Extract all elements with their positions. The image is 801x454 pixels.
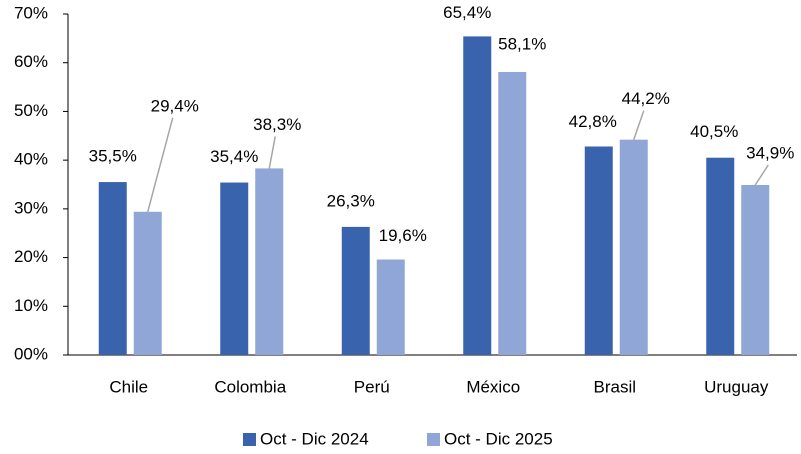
leader-line <box>268 136 276 169</box>
y-tick-label: 40% <box>14 150 48 169</box>
legend-swatch <box>243 433 256 446</box>
bar <box>220 182 249 355</box>
bar <box>133 211 162 355</box>
bar <box>98 182 127 355</box>
data-label: 38,3% <box>253 115 301 134</box>
data-label: 26,3% <box>327 191 375 210</box>
bar <box>376 259 405 355</box>
x-tick-label: Perú <box>354 377 390 396</box>
data-label: 65,4% <box>443 3 491 22</box>
data-label: 35,4% <box>210 147 258 166</box>
x-tick-label: Chile <box>109 377 148 396</box>
legend-label: Oct - Dic 2025 <box>444 429 553 448</box>
x-tick-label: Uruguay <box>704 377 769 396</box>
y-tick-label: 00% <box>14 344 48 363</box>
y-tick-label: 50% <box>14 101 48 120</box>
data-label: 34,9% <box>746 143 794 162</box>
x-tick-label: México <box>466 377 520 396</box>
y-tick-label: 10% <box>14 296 48 315</box>
legend-swatch <box>427 433 440 446</box>
bar <box>619 139 648 355</box>
bar <box>741 184 770 355</box>
data-label: 44,2% <box>622 89 670 108</box>
bar <box>341 226 370 355</box>
data-label: 29,4% <box>151 96 199 115</box>
data-label: 35,5% <box>89 147 137 166</box>
x-tick-label: Colombia <box>214 377 286 396</box>
y-tick-label: 20% <box>14 247 48 266</box>
data-label: 42,8% <box>569 112 617 131</box>
data-label: 19,6% <box>379 226 427 245</box>
bar <box>463 36 492 356</box>
data-label: 58,1% <box>498 34 546 53</box>
legend-label: Oct - Dic 2024 <box>260 429 369 448</box>
leader-line <box>147 117 174 212</box>
y-tick-label: 30% <box>14 198 48 217</box>
bar <box>584 146 613 355</box>
y-tick-label: 70% <box>14 3 48 22</box>
x-tick-label: Brasil <box>593 377 636 396</box>
bar <box>255 168 284 355</box>
data-label: 40,5% <box>690 122 738 141</box>
leader-line <box>633 110 645 140</box>
bar <box>498 71 527 355</box>
leader-line <box>754 164 769 186</box>
y-tick-label: 60% <box>14 52 48 71</box>
bar <box>706 157 735 355</box>
